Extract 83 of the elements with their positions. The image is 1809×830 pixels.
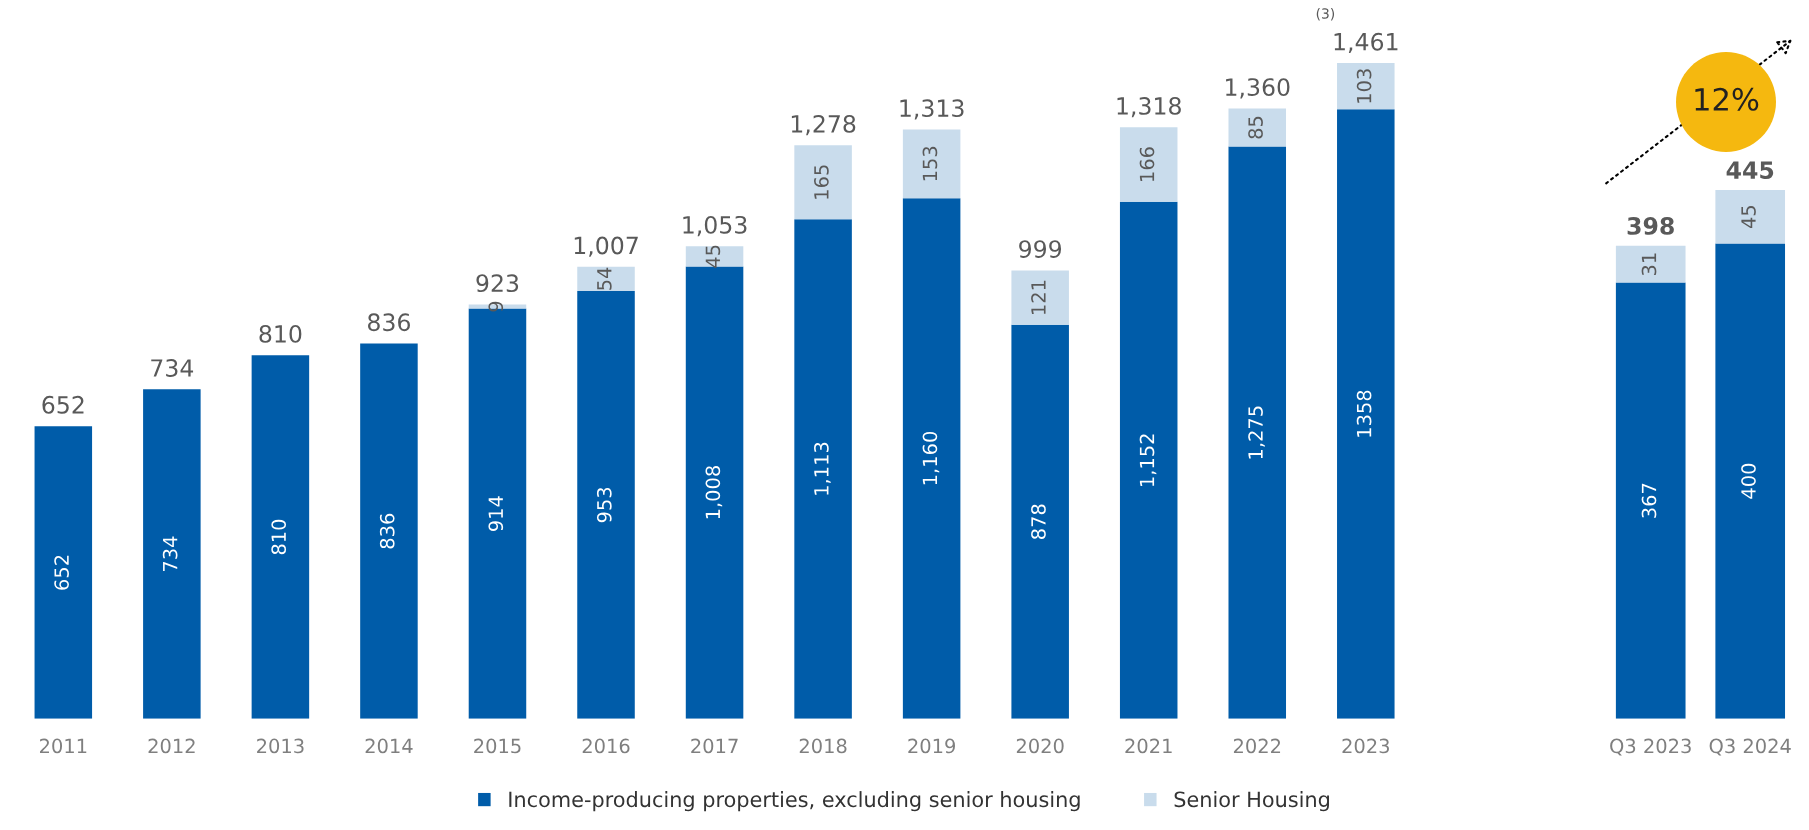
- bar: [1615, 245, 1686, 283]
- legend-label: Income-producing properties, excluding senior housing: [509, 791, 1080, 812]
- data-label: 953: [596, 487, 612, 523]
- x-tick-label: 2020: [1016, 738, 1064, 754]
- data-label: 85: [1248, 116, 1263, 139]
- data-label: 1,152: [1139, 434, 1157, 486]
- x-tick-label: 2023: [1342, 738, 1389, 754]
- data-label: 1,275: [1248, 406, 1265, 459]
- data-label: 810: [271, 519, 287, 555]
- bar: [251, 355, 310, 719]
- bar: [1228, 146, 1287, 719]
- total-label: 1,053: [683, 215, 747, 237]
- legend-label: Senior Housing: [1174, 791, 1329, 812]
- bar: [360, 343, 418, 719]
- bar: [1715, 243, 1786, 719]
- total-label: 810: [259, 324, 302, 343]
- total-label: 999: [1019, 240, 1062, 259]
- data-label: 165: [814, 165, 829, 199]
- total-label: 1,461: [1334, 32, 1398, 54]
- x-tick-label: 2012: [148, 738, 195, 754]
- total-label: 1,318: [1117, 96, 1181, 118]
- bar: [1011, 270, 1069, 325]
- data-label: 400: [1741, 463, 1756, 499]
- bar: [794, 219, 852, 719]
- total-label: 734: [151, 359, 194, 377]
- text: (3): [1316, 8, 1335, 21]
- x-tick-label: 2018: [799, 738, 847, 754]
- x-tick-label: 2013: [257, 738, 304, 754]
- data-label: 734: [162, 536, 178, 572]
- bar: [1119, 201, 1178, 719]
- data-label: 914: [488, 496, 504, 532]
- bar: [1337, 109, 1395, 719]
- data-label: 9: [488, 301, 504, 312]
- x-tick-label: 2019: [908, 738, 956, 754]
- total-label: 445: [1726, 161, 1774, 179]
- total-label: 652: [42, 395, 84, 414]
- total-label: 398: [1627, 217, 1674, 235]
- data-label: 153: [922, 146, 938, 181]
- data-label: 45: [1741, 205, 1756, 229]
- data-label: 1,008: [705, 466, 723, 519]
- bar: [1011, 324, 1069, 719]
- total-label: 1,360: [1226, 78, 1290, 99]
- total-label: 1,278: [791, 114, 856, 136]
- x-tick-label: 2022: [1233, 738, 1281, 754]
- x-tick-label: 2016: [582, 738, 630, 754]
- bar: [1615, 282, 1686, 719]
- x-tick-label: 2015: [474, 738, 521, 754]
- data-label: 878: [1031, 504, 1046, 539]
- data-label: 652: [54, 555, 69, 590]
- x-tick-label: 2011: [40, 738, 87, 754]
- bar: [794, 145, 852, 220]
- data-label: 1,160: [922, 431, 940, 485]
- x-tick-label: 2014: [365, 738, 413, 754]
- bar: [1337, 63, 1395, 110]
- data-label: 54: [597, 267, 612, 290]
- data-label: 367: [1641, 483, 1657, 518]
- bar: [143, 389, 201, 719]
- data-label: 121: [1031, 280, 1046, 315]
- data-label: 31: [1641, 253, 1657, 276]
- bar: [1119, 127, 1178, 202]
- bar: [1228, 108, 1287, 147]
- x-tick-label: 2017: [691, 738, 738, 754]
- text: 12%: [1695, 87, 1759, 111]
- total-label: 836: [368, 313, 410, 332]
- bar: [685, 266, 744, 719]
- bar: [1715, 189, 1786, 244]
- total-label: 1,313: [900, 99, 964, 120]
- data-label: 166: [1139, 147, 1155, 181]
- data-label: 45: [705, 245, 721, 268]
- x-tick-label: Q3 2023: [1610, 738, 1691, 756]
- bar: [577, 266, 635, 292]
- data-label: 1358: [1356, 390, 1372, 437]
- total-label: 923: [476, 274, 519, 293]
- x-tick-label: 2021: [1125, 738, 1172, 754]
- x-tick-label: Q3 2024: [1709, 738, 1791, 756]
- bar: [902, 129, 961, 199]
- bar: [577, 291, 635, 719]
- data-label: 103: [1356, 69, 1372, 103]
- data-label: 1,113: [814, 442, 831, 495]
- total-label: 1,007: [574, 236, 638, 257]
- bar: [34, 426, 93, 719]
- data-label: 836: [379, 513, 395, 549]
- bar: [902, 198, 961, 719]
